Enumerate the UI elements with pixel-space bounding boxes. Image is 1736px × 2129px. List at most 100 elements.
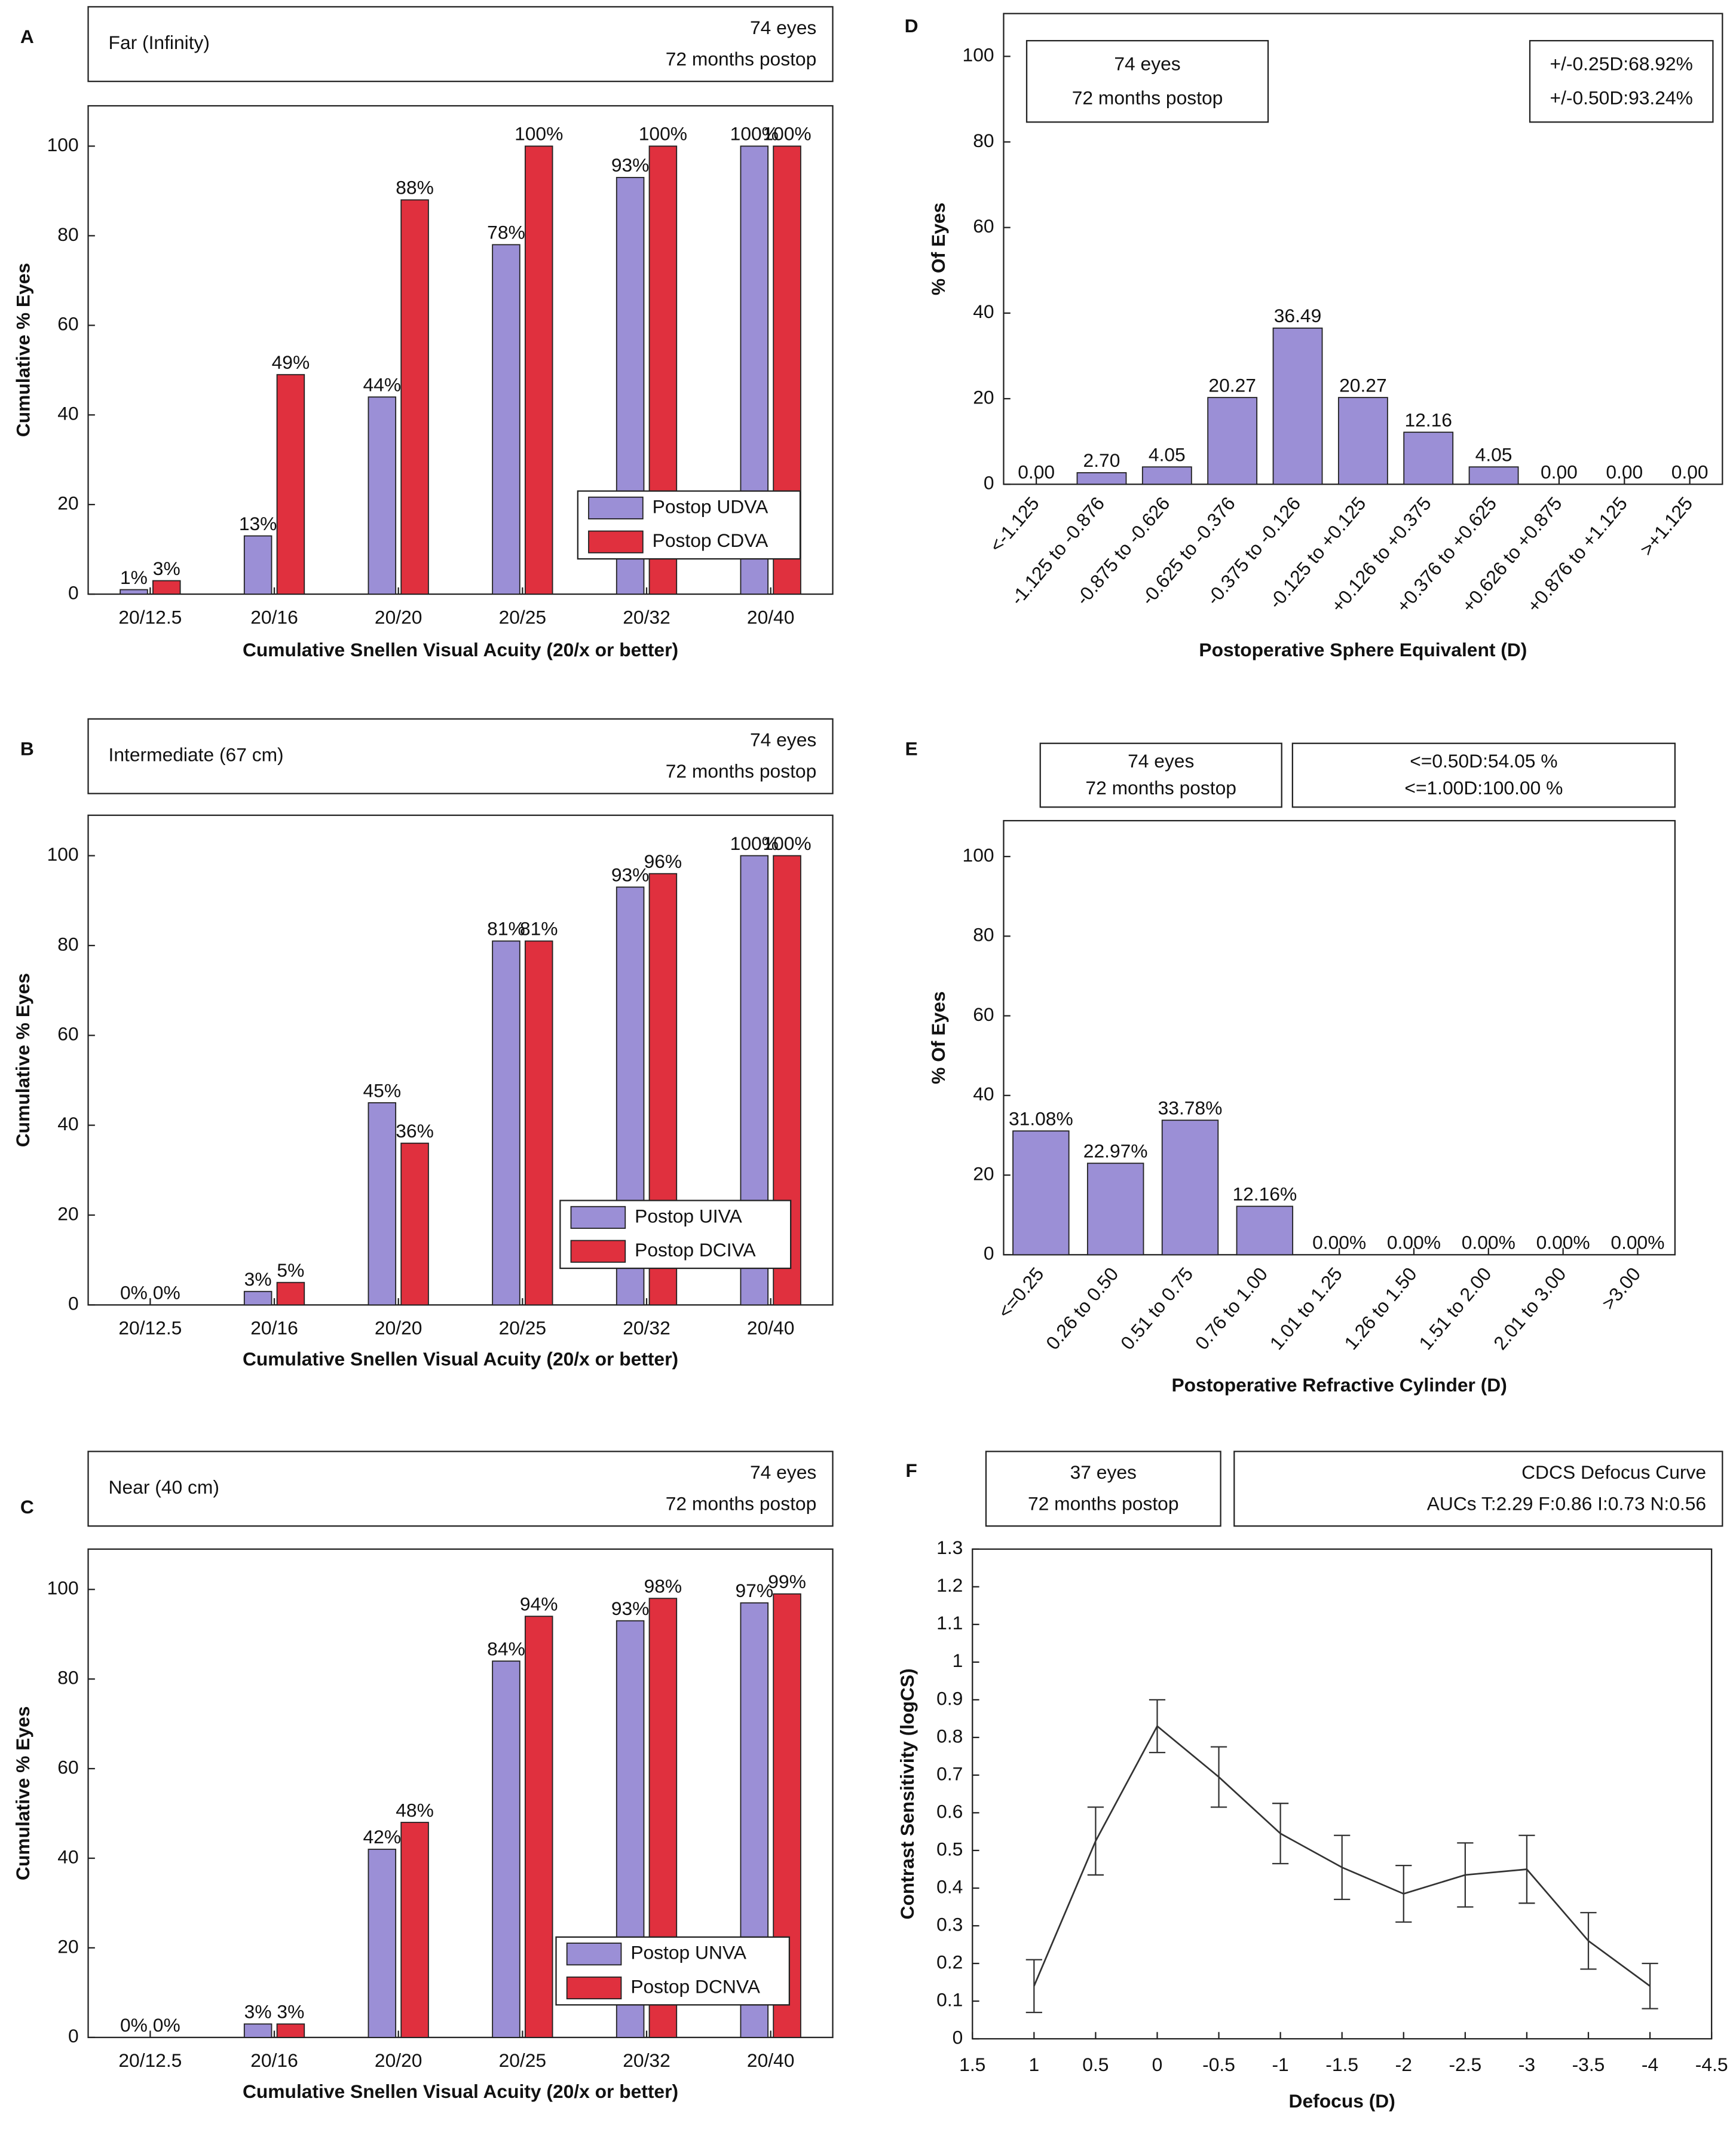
y-axis-label: % Of Eyes (927, 991, 949, 1084)
bar (276, 2023, 305, 2038)
legend-label: Postop UIVA (635, 1205, 742, 1226)
panel-letter: A (20, 26, 34, 47)
bar (276, 1281, 305, 1306)
bar (1403, 432, 1454, 485)
info-line: 72 months postop (1028, 1493, 1179, 1515)
info-box (87, 1451, 834, 1527)
value-label: 1% (120, 567, 148, 588)
value-label: 12.16 (1404, 409, 1452, 430)
info-line: 72 months postop (1072, 87, 1223, 109)
info-line: 74 eyes (1128, 750, 1194, 772)
bar (243, 535, 273, 595)
y-tick-label: 0.7 (936, 1763, 963, 1784)
y-tick-label: 20 (973, 386, 994, 408)
value-label: 97% (735, 1580, 773, 1601)
x-tick-label: -1 (1272, 2054, 1288, 2075)
y-tick-label: 100 (963, 844, 994, 865)
value-label: 33.78% (1158, 1097, 1223, 1118)
x-tick-label: 20/16 (250, 2050, 298, 2071)
y-tick-label: 100 (47, 1577, 79, 1599)
bar (492, 244, 521, 595)
panel-letter: F (905, 1460, 917, 1481)
value-label: 3% (244, 1268, 272, 1290)
x-tick-label: 20/12.5 (118, 606, 182, 628)
x-tick-label: 20/40 (747, 2050, 795, 2071)
x-axis-label: Cumulative Snellen Visual Acuity (20/x o… (243, 2081, 678, 2102)
value-label: 100% (730, 123, 779, 145)
value-label: 100% (515, 123, 563, 145)
x-tick-label: 0 (1152, 2054, 1163, 2075)
info-note: Far (Infinity) (109, 32, 210, 53)
value-label: 20.27 (1339, 374, 1386, 396)
x-tick-label: 20/25 (499, 606, 547, 628)
legend-swatch (588, 530, 644, 553)
value-label: 94% (520, 1593, 558, 1614)
value-label: 48% (396, 1799, 434, 1821)
y-tick-label: 20 (57, 493, 78, 514)
value-label: 3% (244, 2001, 272, 2023)
x-tick-label: 20/40 (747, 1317, 795, 1339)
value-label: 49% (272, 351, 310, 373)
y-tick-label: 60 (57, 313, 78, 335)
x-tick-label: 1.5 (959, 2054, 985, 2075)
legend-swatch (566, 1943, 622, 1966)
y-tick-label: 0 (68, 2025, 79, 2047)
info-box (1025, 39, 1269, 123)
bar (400, 199, 429, 595)
x-axis-label: Postoperative Sphere Equivalent (D) (1199, 639, 1527, 660)
y-tick-label: 0 (984, 472, 994, 494)
bar (1272, 328, 1323, 485)
value-label: 100% (730, 833, 779, 854)
x-tick-label: 20/12.5 (118, 2050, 182, 2071)
info-box (1233, 1451, 1723, 1527)
value-label: 36.49 (1274, 305, 1322, 326)
x-tick-label: 0.5 (1082, 2054, 1109, 2075)
legend-label: Postop UNVA (630, 1942, 746, 1963)
bar (1468, 466, 1519, 485)
y-tick-label: 1 (953, 1650, 963, 1671)
y-tick-label: 40 (57, 1113, 78, 1134)
x-tick-label: 20/25 (499, 1317, 547, 1339)
bar (243, 1290, 273, 1306)
y-tick-label: 40 (973, 1083, 994, 1105)
y-tick-label: 80 (973, 130, 994, 151)
y-axis-label: Contrast Sensitivity (logCS) (896, 1668, 918, 1919)
bar (492, 1660, 521, 2038)
error-bar (1149, 1699, 1166, 1754)
error-bar (1334, 1834, 1351, 1901)
value-label: 88% (396, 177, 434, 198)
bar (400, 1142, 429, 1306)
info-box (1529, 39, 1714, 123)
y-tick-label: 20 (57, 1935, 78, 1957)
legend-label: Postop DCIVA (635, 1239, 756, 1261)
bar (1236, 1206, 1294, 1256)
panel-letter: D (905, 15, 918, 36)
bar (1207, 397, 1258, 485)
info-box (1291, 742, 1676, 808)
value-label: 20.27 (1208, 374, 1256, 396)
value-label: 22.97% (1083, 1140, 1148, 1161)
panel-letter: B (20, 738, 34, 759)
value-label: 2.70 (1083, 449, 1120, 471)
value-label: 78% (487, 222, 525, 243)
info-line: AUCs T:2.29 F:0.86 I:0.73 N:0.56 (1427, 1493, 1706, 1515)
value-label: 0% (153, 1282, 180, 1304)
y-tick-label: 0 (68, 582, 79, 603)
error-bar (1025, 1959, 1042, 2014)
x-axis-label: Cumulative Snellen Visual Acuity (20/x o… (243, 639, 678, 660)
bar (1076, 472, 1127, 485)
y-tick-label: 20 (57, 1203, 78, 1224)
y-tick-label: 60 (57, 1023, 78, 1045)
value-label: 13% (239, 513, 277, 534)
y-tick-label: 80 (57, 224, 78, 245)
y-tick-label: 100 (963, 44, 994, 66)
bar (120, 589, 148, 595)
value-label: 93% (611, 1598, 650, 1619)
y-axis-label: Cumulative % Eyes (12, 263, 33, 437)
value-label: 0.00% (1611, 1232, 1664, 1253)
error-bar (1395, 1865, 1412, 1923)
x-tick-label: -4 (1642, 2054, 1658, 2075)
value-label: 5% (277, 1259, 304, 1281)
bar (524, 940, 553, 1306)
